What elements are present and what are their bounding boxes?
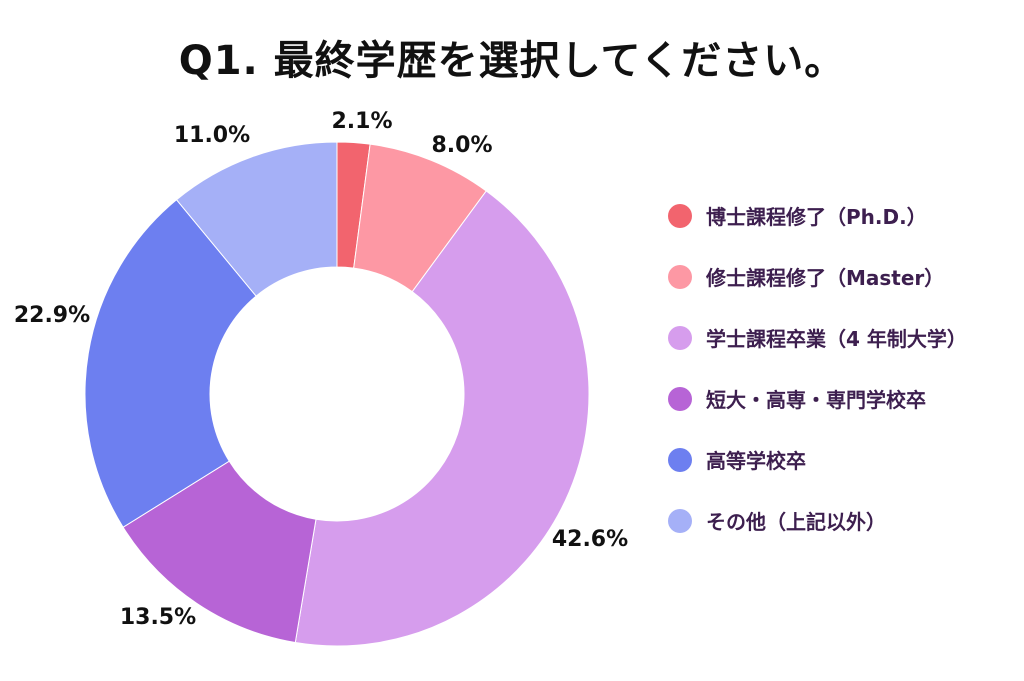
legend-swatch [668, 509, 692, 533]
legend-label: その他（上記以外） [706, 510, 886, 534]
donut-slice [294, 190, 590, 647]
legend-label: 短大・高専・専門学校卒 [706, 388, 926, 412]
slice-value-label: 11.0% [174, 123, 250, 148]
legend-swatch [668, 387, 692, 411]
donut-slice [122, 460, 317, 644]
donut-slice [84, 199, 257, 528]
legend-swatch [668, 326, 692, 350]
legend-item: 修士課程修了（Master） [668, 257, 1018, 318]
legend-item: 博士課程修了（Ph.D.） [668, 196, 1018, 257]
legend-swatch [668, 265, 692, 289]
slice-value-label: 42.6% [552, 527, 628, 552]
legend-item: 学士課程卒業（4 年制大学） [668, 318, 1018, 379]
legend-label: 博士課程修了（Ph.D.） [706, 205, 927, 229]
chart-title: Q1. 最終学歴を選択してください。 [178, 38, 846, 84]
legend-swatch [668, 204, 692, 228]
legend-label: 高等学校卒 [706, 449, 806, 473]
slice-value-label: 8.0% [431, 133, 492, 158]
slice-value-label: 2.1% [331, 109, 392, 134]
legend-label: 学士課程卒業（4 年制大学） [706, 327, 967, 351]
legend-item: その他（上記以外） [668, 501, 1018, 562]
legend: 博士課程修了（Ph.D.） 修士課程修了（Master） 学士課程卒業（4 年制大学… [668, 196, 1018, 562]
legend-item: 高等学校卒 [668, 440, 1018, 501]
legend-label: 修士課程修了（Master） [706, 266, 945, 290]
legend-item: 短大・高専・専門学校卒 [668, 379, 1018, 440]
donut-slice [175, 141, 338, 297]
slice-value-label: 13.5% [120, 605, 196, 630]
slice-value-label: 22.9% [14, 303, 90, 328]
legend-swatch [668, 448, 692, 472]
